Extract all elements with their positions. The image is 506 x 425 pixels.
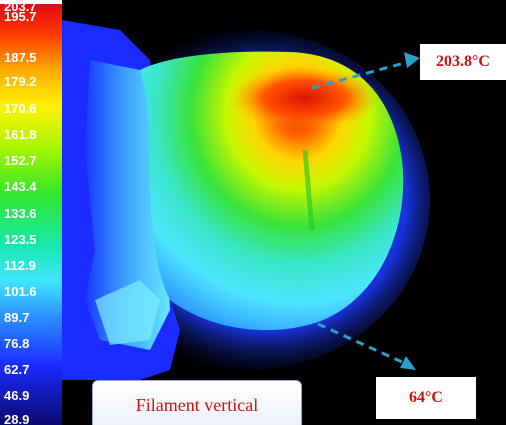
socket-neck (85, 60, 170, 350)
min-temp-label: 64°C (376, 377, 476, 419)
scale-tick: 161.8 (4, 127, 37, 142)
scale-tick: 152.7 (4, 153, 37, 168)
scale-tick: 112.9 (4, 258, 36, 273)
caption-text: Filament vertical (135, 395, 259, 415)
scale-tick: 187.5 (4, 50, 37, 65)
scale-tick: 143.4 (4, 179, 37, 194)
scale-tick: 195.7 (4, 9, 37, 24)
scale-tick: 203.7 (4, 0, 37, 14)
scale-tick: 28.9 (4, 412, 30, 425)
scale-tick: 179.2 (4, 74, 37, 89)
scale-tick: 62.7 (4, 362, 30, 377)
scale-tick: 123.5 (4, 232, 37, 247)
scale-tick: 46.9 (4, 388, 30, 403)
max-temp-label: 203.8°C (420, 44, 506, 80)
scale-tick: 170.6 (4, 101, 37, 116)
hot-spot (230, 66, 380, 130)
scale-tick: 133.6 (4, 206, 37, 221)
caption-box: Filament vertical (92, 380, 302, 425)
arrow-to-max (311, 52, 420, 90)
scale-top-edge (0, 0, 62, 4)
scale-tick: 76.8 (4, 336, 30, 351)
scale-tick: 89.7 (4, 310, 30, 325)
arrow-to-min (317, 322, 416, 370)
color-scale-bar (0, 0, 62, 425)
scale-tick: 101.6 (4, 284, 37, 299)
temperature-scale: 203.7 195.7 187.5 179.2 170.6 161.8 152.… (0, 0, 62, 425)
